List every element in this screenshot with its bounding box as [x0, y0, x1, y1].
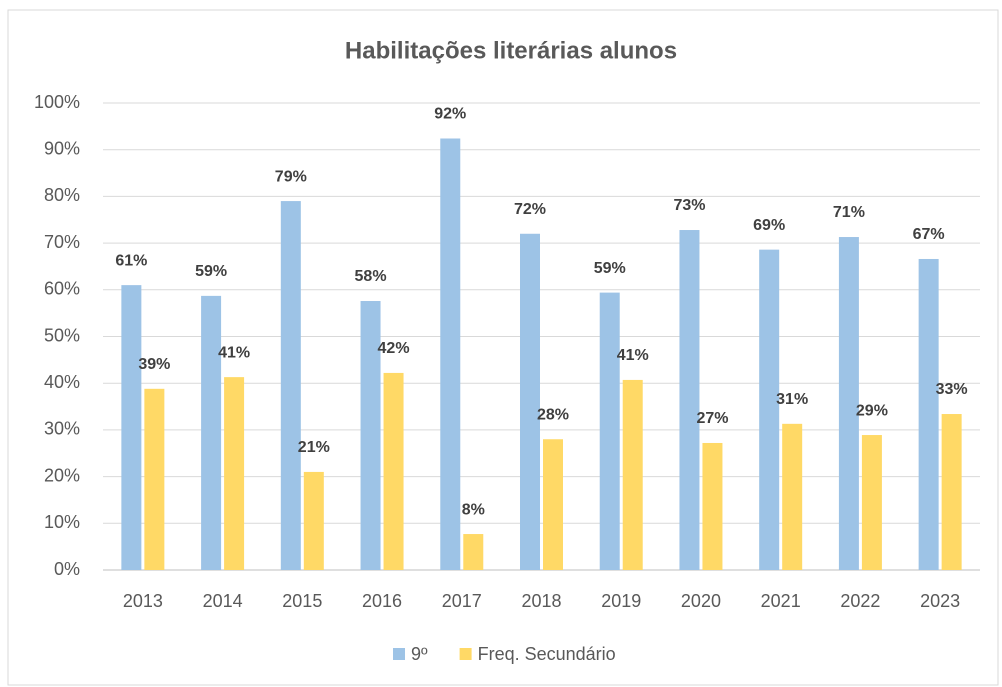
bar: [224, 377, 245, 570]
bar: [759, 249, 780, 570]
data-label: 39%: [138, 356, 170, 373]
data-label: 41%: [218, 344, 250, 361]
bar: [360, 301, 381, 570]
data-label: 79%: [275, 168, 307, 185]
y-tick-label: 60%: [44, 279, 80, 299]
data-label: 28%: [537, 406, 569, 423]
x-tick-label: 2023: [920, 591, 960, 611]
x-tick-label: 2018: [521, 591, 561, 611]
data-label: 58%: [355, 268, 387, 285]
legend-swatch: [459, 648, 472, 660]
bar: [918, 258, 939, 570]
bar: [383, 372, 404, 570]
data-label: 72%: [514, 201, 546, 218]
data-label: 92%: [434, 106, 466, 123]
x-tick-label: 2022: [840, 591, 880, 611]
x-tick-label: 2013: [123, 591, 163, 611]
bar: [861, 435, 882, 570]
data-label: 73%: [673, 197, 705, 214]
legend-swatch: [393, 648, 405, 660]
chart-title: Habilitações literárias alunos: [345, 37, 677, 64]
bar: [440, 138, 461, 570]
data-label: 31%: [776, 391, 808, 408]
bar: [463, 534, 484, 570]
x-tick-label: 2017: [442, 591, 482, 611]
data-label: 29%: [856, 402, 888, 419]
legend-label: 9º: [411, 644, 428, 664]
y-tick-label: 10%: [44, 512, 80, 532]
data-label: 33%: [936, 381, 968, 398]
chart-frame: [7, 9, 999, 686]
data-label: 61%: [115, 252, 147, 269]
bar: [280, 201, 301, 570]
data-label: 41%: [617, 347, 649, 364]
x-tick-label: 2016: [362, 591, 402, 611]
y-tick-label: 100%: [34, 92, 80, 112]
bar: [622, 379, 643, 570]
data-label: 27%: [696, 410, 728, 427]
data-label: 42%: [378, 340, 410, 357]
bar: [941, 414, 962, 570]
y-tick-label: 70%: [44, 232, 80, 252]
data-label: 67%: [913, 226, 945, 243]
x-tick-label: 2019: [601, 591, 641, 611]
bar: [782, 423, 803, 570]
bar: [543, 439, 563, 570]
data-label: 8%: [462, 501, 485, 518]
data-label: 71%: [833, 204, 865, 221]
y-tick-label: 30%: [44, 419, 80, 439]
y-tick-label: 90%: [44, 138, 80, 158]
bar: [838, 237, 859, 571]
bar: [520, 233, 540, 570]
bar: [144, 388, 165, 570]
bar: [599, 292, 620, 570]
data-label: 59%: [195, 263, 227, 280]
bar: [702, 442, 723, 570]
y-tick-label: 50%: [44, 325, 80, 345]
data-label: 59%: [594, 260, 626, 277]
data-label: 69%: [753, 217, 785, 234]
legend-label: Freq. Secundário: [478, 644, 616, 664]
x-tick-label: 2021: [761, 591, 801, 611]
bar: [121, 285, 142, 570]
bar: [303, 471, 324, 570]
x-tick-label: 2014: [203, 591, 243, 611]
y-tick-label: 20%: [44, 465, 80, 485]
bar: [201, 295, 222, 570]
y-tick-label: 80%: [44, 185, 80, 205]
data-label: 21%: [298, 439, 330, 456]
x-tick-label: 2015: [282, 591, 322, 611]
bar: [679, 230, 700, 571]
y-tick-label: 0%: [54, 559, 80, 579]
y-tick-label: 40%: [44, 372, 80, 392]
x-tick-label: 2020: [681, 591, 721, 611]
